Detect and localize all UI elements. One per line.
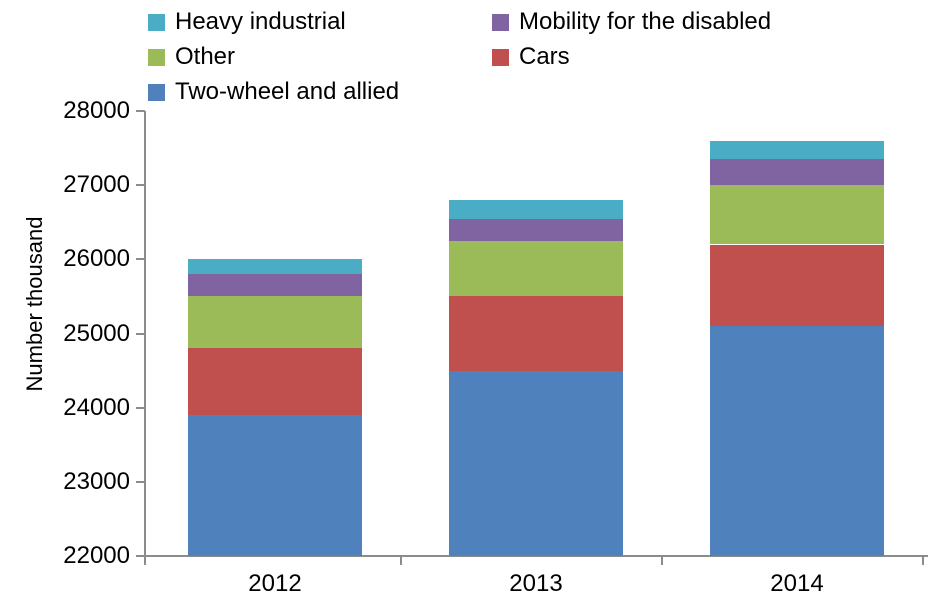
y-tick [136, 555, 145, 557]
legend-label: Two-wheel and allied [175, 78, 400, 105]
y-tick-label: 23000 [63, 467, 130, 495]
y-tick-label: 22000 [63, 542, 130, 569]
legend-item-cars: Cars [492, 45, 570, 69]
bar-segment-mobility-for-the-disabled-2013 [449, 218, 623, 241]
legend-label: Other [175, 43, 236, 70]
bar-segment-two-wheel-and-allied-2012 [188, 415, 362, 556]
bar-segment-heavy-industrial-2014 [710, 140, 884, 160]
x-tick [922, 556, 924, 565]
x-label-2012: 2012 [248, 570, 302, 597]
y-tick-label: 24000 [63, 393, 130, 421]
bar-segment-other-2012 [188, 296, 362, 349]
x-label-2014: 2014 [770, 570, 824, 597]
legend-label: Cars [519, 43, 570, 70]
x-label-2013: 2013 [509, 570, 563, 597]
bar-segment-heavy-industrial-2012 [188, 259, 362, 275]
y-tick [136, 184, 145, 187]
y-tick [136, 110, 145, 112]
y-axis-line [144, 111, 146, 565]
legend-swatch-icon [148, 83, 165, 101]
bar-segment-mobility-for-the-disabled-2012 [188, 274, 362, 297]
bar-segment-other-2014 [710, 185, 884, 245]
y-tick [136, 258, 145, 261]
bar-segment-cars-2014 [710, 244, 884, 327]
y-axis-title: Number thousand [22, 216, 47, 392]
bar-segment-cars-2013 [449, 296, 623, 371]
legend-label: Mobility for the disabled [519, 8, 772, 35]
y-tick [136, 406, 145, 409]
legend-label: Heavy industrial [175, 8, 346, 35]
bar-segment-two-wheel-and-allied-2013 [449, 370, 623, 556]
legend-swatch-icon [148, 13, 165, 31]
legend-item-mobility-for-the-disabled: Mobility for the disabled [492, 10, 771, 34]
y-tick [136, 480, 145, 483]
legend-swatch-icon [492, 13, 509, 31]
y-tick-label: 25000 [63, 319, 130, 347]
legend-swatch-icon [492, 48, 509, 66]
legend-item-heavy-industrial: Heavy industrial [148, 10, 346, 34]
legend-item-two-wheel-and-allied: Two-wheel and allied [148, 80, 399, 104]
bar-segment-other-2013 [449, 240, 623, 297]
legend-item-other: Other [148, 45, 235, 69]
y-tick-label: 27000 [63, 171, 130, 199]
y-tick-label: 28000 [63, 97, 130, 124]
bar-segment-two-wheel-and-allied-2014 [710, 326, 884, 556]
x-tick [400, 556, 402, 565]
x-axis-line [137, 555, 928, 557]
legend-swatch-icon [148, 48, 165, 66]
x-tick [661, 556, 663, 565]
bar-segment-mobility-for-the-disabled-2014 [710, 159, 884, 186]
y-tick-label: 26000 [63, 245, 130, 273]
y-tick [136, 332, 145, 335]
bar-segment-heavy-industrial-2013 [449, 200, 623, 219]
bar-segment-cars-2012 [188, 348, 362, 416]
